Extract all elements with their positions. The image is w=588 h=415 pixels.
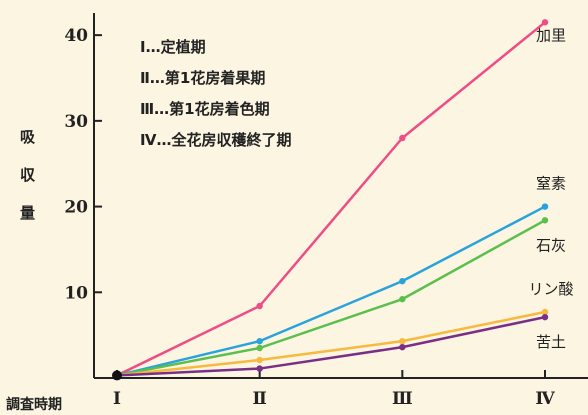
y-axis-label-char: 吸 [20,128,36,146]
legend-item: Ⅱ…第1花房着果期 [140,69,265,87]
origin-point [112,370,122,381]
series-line [116,315,546,377]
legend-item: Ⅳ…全花房収穫終了期 [140,131,291,149]
data-point [256,302,263,310]
series-name-label: 加里 [536,26,566,44]
data-point [541,217,549,224]
data-point [256,365,263,372]
y-tick-label: 30 [64,112,88,132]
series-line [116,310,546,377]
data-point [541,19,549,26]
data-point [256,356,263,364]
series-line [116,205,546,377]
y-tick-label: 40 [64,26,88,46]
y-tick-label: 10 [64,283,88,303]
x-tick-label: Ⅲ [392,389,413,409]
data-point [541,313,549,321]
series-line [116,21,546,377]
x-tick-label: Ⅰ [113,389,121,409]
y-axis-label: 吸収量 [20,128,36,222]
data-point [256,344,263,352]
data-point [256,337,263,345]
data-point [399,295,406,303]
series-name-label: 苦土 [536,333,566,351]
data-point [541,203,549,210]
data-point [399,277,406,285]
legend-item: Ⅰ…定植期 [140,38,206,56]
legend-item: Ⅲ…第1花房着色期 [140,100,270,118]
data-point [399,134,406,142]
data-point [399,337,406,345]
data-point [399,343,406,351]
y-axis-label-char: 収 [20,166,36,184]
series-name-label: 窒素 [536,175,566,193]
series-name-label: リン酸 [528,280,573,298]
series-name-label: 石灰 [536,236,566,254]
axes: 10 20 30 40 Ⅰ Ⅱ Ⅲ Ⅳ [64,13,588,409]
y-axis-label-char: 量 [20,204,35,222]
x-tick-label: Ⅱ [253,389,267,409]
x-tick-label: Ⅳ [535,389,555,409]
legend: Ⅰ…定植期 Ⅱ…第1花房着果期 Ⅲ…第1花房着色期 Ⅳ…全花房収穫終了期 [140,38,291,149]
x-axis-label: 調査時期 [6,396,62,413]
data-point [541,308,549,316]
series-line [116,219,546,377]
y-tick-label: 20 [64,198,88,218]
